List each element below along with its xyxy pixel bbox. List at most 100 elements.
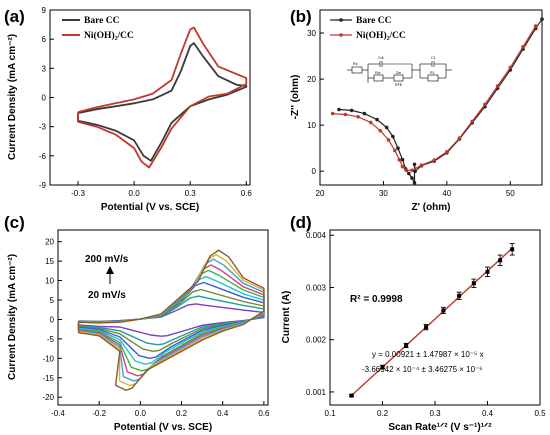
panel-b-legend-marker-bare — [339, 18, 343, 22]
panel-d-xtick-label: 0.1 — [324, 409, 336, 418]
panel-b-series-1-point — [419, 163, 424, 167]
panel-a-frame — [49, 9, 251, 186]
panel-a-xlabel: Potential (V vs. SCE) — [101, 202, 199, 213]
panel-d-point — [380, 364, 385, 369]
panel-c-annotation-min: 20 mV/s — [88, 290, 126, 301]
panel-d-point — [471, 281, 476, 286]
panel-d-point — [485, 269, 490, 274]
panel-b-xtick-label: 20 — [316, 189, 325, 198]
panel-c-arrow-head — [106, 266, 114, 274]
panel-c-cv-200mV-line — [77, 249, 265, 391]
panel-c-ytick-label: 10 — [45, 277, 54, 286]
panel-b-series-0-point — [362, 111, 367, 116]
panel-b-series-0-line — [338, 18, 543, 183]
panel-c-ytick-label: -15 — [42, 374, 54, 383]
panel-d-point — [441, 308, 446, 313]
circuit-label-c1: C1 — [431, 56, 436, 60]
panel-a: (a) Potential (V vs. SCE) Current Densit… — [4, 6, 252, 213]
panel-b-series-0-point — [396, 146, 400, 150]
panel-d-xtick-label: 0.5 — [534, 409, 546, 418]
panel-c-ylabel: Current Density (mA cm⁻²) — [7, 254, 18, 380]
panel-c-xlabel: Potential (V vs. SCE) — [114, 422, 212, 433]
panel-b-series-1-point — [378, 128, 383, 133]
panel-b-series-1-point — [457, 136, 462, 140]
panel-a-series-1-line — [77, 26, 248, 169]
panel-d-equation-line2: -3.66942 × 10⁻⁴ ± 3.46275 × 10⁻⁶ — [362, 365, 483, 374]
panel-b-series-0-point — [375, 117, 379, 122]
circuit-label-rct: Rct — [375, 71, 380, 75]
panel-b-ytick-label: 10 — [307, 121, 316, 130]
panel-a-ylabel: Current Density (mA cm⁻²) — [7, 34, 18, 160]
panel-d: (d) Scan Rate¹ᐟ² (V s⁻¹)¹ᐟ² Current (A) … — [281, 213, 546, 433]
panel-b-series-1-point — [445, 150, 449, 154]
panel-c-xtick-label: -0.2 — [92, 409, 106, 418]
panel-d-label: (d) — [290, 213, 312, 232]
circuit-label-rs: Rs — [353, 62, 358, 66]
panel-a-ytick-label: -9 — [39, 181, 47, 190]
panel-b-series-1-point — [508, 65, 513, 70]
panel-b-ylabel: -Z'' (ohm) — [290, 75, 301, 120]
panel-b-ytick-label: 30 — [307, 29, 316, 38]
circuit-label-r1: R1 — [430, 71, 435, 75]
panel-d-r2: R² = 0.9998 — [350, 294, 403, 305]
panel-c-xtick-label: 0.4 — [217, 409, 229, 418]
panel-b-series-0-point — [384, 125, 389, 130]
panel-d-xlabel: Scan Rate¹ᐟ² (V s⁻¹)¹ᐟ² — [388, 422, 492, 433]
panel-a-ytick-label: 3 — [42, 64, 47, 73]
panel-d-point — [498, 258, 503, 263]
panel-d-ytick-label: 0.002 — [306, 336, 327, 345]
panel-c-ytick-label: -20 — [42, 393, 54, 402]
panel-b-ytick-label: 20 — [307, 75, 316, 84]
panel-b-series-0-point — [407, 171, 411, 176]
panel-b-series-0-point — [337, 107, 341, 112]
panel-d-ytick-label: 0.003 — [306, 283, 327, 292]
panel-b-series-1-point — [356, 115, 360, 119]
panel-a-xtick-label: 0.0 — [129, 189, 141, 198]
circuit-label-rfe: RFE — [395, 83, 403, 87]
panel-c-ytick-label: 5 — [50, 296, 55, 305]
panel-b-series-1-point — [404, 168, 409, 173]
panel-c-ytick-label: -10 — [42, 354, 54, 363]
panel-d-xtick-label: 0.4 — [482, 409, 494, 418]
panel-c-cv-180mV-line — [77, 253, 265, 387]
panel-b-legend-ni: Ni(OH)₂/CC — [356, 30, 406, 41]
panel-b-series-1-point — [483, 102, 487, 107]
panel-b-series-1-point — [521, 45, 525, 49]
panel-d-frame — [329, 229, 541, 406]
panel-d-xtick-label: 0.3 — [429, 409, 441, 418]
panel-a-ytick-label: 9 — [42, 6, 47, 15]
panel-b-series-1-point — [432, 158, 437, 162]
equivalent-circuit-inset: Rs Cdl Rct Zw RFE C1 R1 — [345, 56, 460, 90]
panel-b-xtick-label: 50 — [506, 189, 515, 198]
panel-c-ytick-label: -5 — [47, 335, 55, 344]
panel-c-xtick-label: 0.6 — [258, 409, 270, 418]
panel-c-label: (c) — [4, 213, 25, 232]
panel-b-xlabel: Z' (ohm) — [411, 202, 450, 213]
panel-c-xtick-label: 0.2 — [176, 409, 188, 418]
panel-b-series-1-point — [410, 168, 414, 173]
panel-b-series-1-point — [495, 84, 500, 88]
panel-d-point — [510, 247, 515, 252]
panel-b-label: (b) — [290, 7, 312, 26]
panel-d-point — [424, 325, 429, 330]
panel-a-ytick-label: 6 — [42, 35, 47, 44]
panel-d-ylabel: Current (A) — [281, 291, 292, 344]
panel-b-series-1-point — [330, 111, 335, 116]
panel-b-xtick-label: 30 — [379, 189, 388, 198]
panel-c-cv-140mV-line — [77, 264, 265, 377]
panel-b-series-1-point — [470, 119, 475, 124]
panel-b-series-0-point — [391, 134, 395, 139]
panel-b-series-0-point — [349, 108, 354, 113]
panel-c-ytick-label: 15 — [45, 257, 54, 266]
panel-b-ytick-label: 0 — [312, 167, 317, 176]
panel-b-frame — [319, 9, 543, 186]
panel-c-annotation-max: 200 mV/s — [85, 254, 129, 265]
panel-a-legend-ni: Ni(OH)₂/CC — [84, 30, 134, 41]
panel-b-series-1-point — [386, 138, 391, 142]
panel-d-fit-line — [351, 247, 513, 397]
panel-c-cv-160mV-line — [77, 258, 265, 382]
panel-c-frame — [57, 229, 269, 406]
panel-a-series-0-line — [77, 42, 248, 162]
panel-c-xtick-label: 0.0 — [135, 409, 147, 418]
